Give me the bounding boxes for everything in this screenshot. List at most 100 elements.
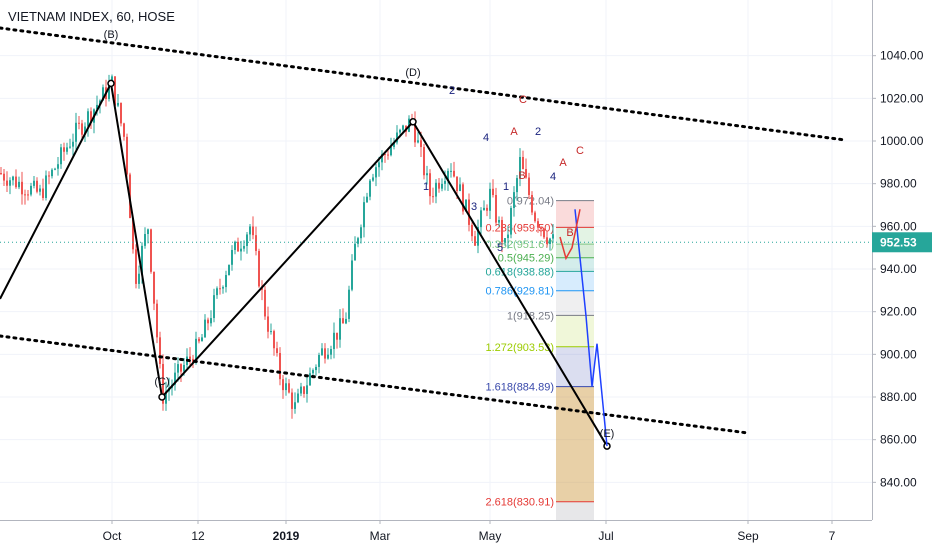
candle-body	[501, 220, 503, 243]
candle-body	[366, 196, 368, 203]
candle-body	[237, 241, 239, 252]
candle-body	[21, 181, 23, 195]
candle-body	[354, 243, 356, 261]
projection-line[interactable]	[574, 209, 608, 447]
candle-body	[309, 373, 311, 386]
candle-body	[135, 249, 137, 284]
candle-body	[189, 356, 191, 359]
candle-body	[483, 207, 485, 211]
candle-body	[330, 349, 332, 355]
candle-body	[522, 157, 524, 170]
candle-body	[432, 196, 434, 198]
wave-label: (D)	[405, 67, 420, 79]
time-axis[interactable]: Oct 12 2019 Mar May Jul Sep 7	[0, 520, 932, 550]
candle-body	[30, 185, 32, 195]
fib-band	[556, 257, 594, 272]
candle-body	[63, 147, 65, 152]
candle-body	[450, 170, 452, 172]
minor-wave-label: 1	[423, 181, 429, 193]
candle-body	[153, 271, 155, 304]
candle-body	[90, 111, 92, 123]
candle-body	[144, 234, 146, 246]
candle-body	[57, 164, 59, 169]
candle-body	[36, 180, 38, 192]
candle-body	[324, 348, 326, 359]
time-tick-label: 7	[829, 529, 836, 543]
candle-body	[9, 180, 11, 186]
candle-body	[456, 176, 458, 192]
candle-body	[504, 238, 506, 243]
candle-body	[273, 331, 275, 349]
minor-wave-label: B	[566, 227, 573, 239]
lower-channel-line[interactable]	[0, 334, 750, 435]
wave-pivot[interactable]	[107, 79, 115, 88]
candle-body	[519, 157, 521, 179]
time-tick-label: 2019	[273, 529, 300, 543]
candle-body	[141, 245, 143, 274]
wave-pivot[interactable]	[158, 393, 166, 401]
price-axis[interactable]: 1040.00 1020.00 1000.00 980.00 960.00 940.00 9…	[872, 0, 932, 550]
candle-body	[132, 218, 134, 250]
candle-body	[78, 122, 80, 124]
candle-body	[441, 183, 443, 189]
candle-body	[150, 229, 152, 272]
candle-body	[546, 237, 548, 245]
upper-channel-line[interactable]	[0, 26, 847, 142]
fib-level-label: 0(972.04)	[507, 196, 554, 208]
candle-body	[72, 141, 74, 147]
wave-pivot[interactable]	[409, 118, 417, 126]
candle-body	[96, 104, 98, 110]
candle-body	[507, 234, 509, 239]
candle-body	[162, 363, 164, 404]
candle-body	[534, 212, 536, 222]
candle-body	[213, 295, 215, 319]
candle-body	[348, 289, 350, 319]
candle-body	[228, 264, 230, 276]
minor-wave-label: 4	[550, 171, 556, 183]
candle-body	[339, 318, 341, 340]
candle-body	[345, 318, 347, 324]
candle-body	[489, 188, 491, 211]
symbol-title: VIETNAM INDEX, 60, HOSE	[8, 9, 175, 24]
fib-band	[556, 386, 594, 502]
candle-body	[288, 383, 290, 393]
candle-body	[360, 227, 362, 239]
candle-body	[447, 170, 449, 181]
candle-body	[0, 173, 2, 175]
fib-level-label: 0.786(929.81)	[486, 286, 555, 298]
minor-wave-label: C	[519, 94, 527, 106]
candle-body	[51, 169, 53, 177]
candle-body	[342, 318, 344, 324]
wave-label: (B)	[104, 29, 119, 41]
candle-body	[252, 226, 254, 236]
candle-body	[165, 391, 167, 404]
abc-zigzag[interactable]	[559, 209, 581, 261]
candle-body	[75, 122, 77, 142]
candle-body	[174, 372, 176, 385]
time-tick-label: Mar	[370, 529, 391, 543]
candle-body	[15, 176, 17, 188]
candle-body	[444, 180, 446, 184]
candle-body	[279, 353, 281, 380]
candle-body	[402, 125, 404, 130]
candle-body	[369, 180, 371, 197]
candle-body	[306, 385, 308, 394]
price-axis-bg	[872, 0, 932, 550]
candle-body	[54, 168, 56, 170]
candle-body	[66, 147, 68, 152]
candle-body	[531, 194, 533, 213]
wave-label: (C)	[154, 376, 169, 388]
channel-lines[interactable]	[0, 26, 847, 435]
time-tick-label: Jul	[598, 529, 613, 543]
candle-body	[87, 111, 89, 127]
candle-body	[393, 142, 395, 147]
candle-body	[438, 182, 440, 189]
wave-lines[interactable]	[0, 79, 611, 450]
candle-body	[390, 146, 392, 156]
minor-wave-label: B	[518, 170, 525, 182]
candle-body	[399, 129, 401, 133]
minor-wave-label: C	[576, 145, 584, 157]
candle-body	[156, 303, 158, 338]
